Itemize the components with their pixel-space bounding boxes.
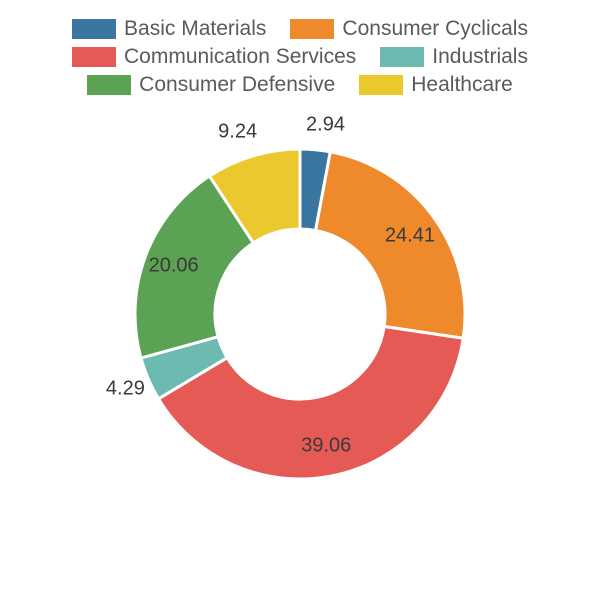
legend-item: Communication Services <box>72 45 356 69</box>
slice-value-label: 9.24 <box>218 120 257 143</box>
legend-item: Consumer Defensive <box>87 73 335 97</box>
legend-label: Communication Services <box>124 45 356 69</box>
slice-value-label: 39.06 <box>301 435 351 458</box>
legend-item: Consumer Cyclicals <box>290 17 528 41</box>
legend-swatch <box>72 19 116 39</box>
legend-label: Basic Materials <box>124 17 266 41</box>
slice-value-label: 24.41 <box>385 224 435 247</box>
legend-swatch <box>87 75 131 95</box>
slice-value-label: 2.94 <box>306 113 345 136</box>
slice-value-label: 20.06 <box>149 255 199 278</box>
legend-swatch <box>72 47 116 67</box>
donut-chart: 2.94 24.41 39.06 4.29 20.06 9.24 <box>0 104 600 524</box>
legend-label: Consumer Defensive <box>139 73 335 97</box>
legend-item: Healthcare <box>359 73 513 97</box>
legend-label: Industrials <box>432 45 528 69</box>
legend-swatch <box>290 19 334 39</box>
legend-swatch <box>380 47 424 67</box>
legend-label: Consumer Cyclicals <box>342 17 528 41</box>
legend-item: Basic Materials <box>72 17 266 41</box>
legend-item: Industrials <box>380 45 528 69</box>
slice-value-label: 4.29 <box>106 377 145 400</box>
chart-legend: Basic Materials Consumer Cyclicals Communi… <box>0 0 600 104</box>
legend-label: Healthcare <box>411 73 513 97</box>
legend-swatch <box>359 75 403 95</box>
